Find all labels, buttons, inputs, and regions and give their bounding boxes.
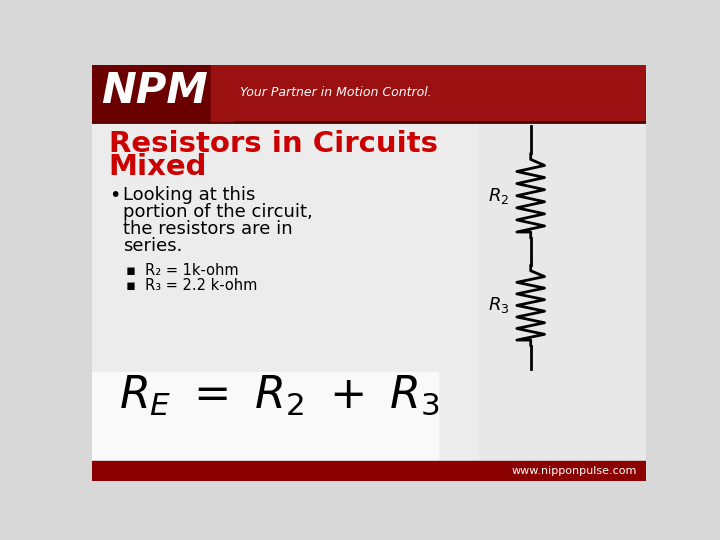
Text: Mixed: Mixed [109, 153, 207, 181]
Text: •: • [109, 186, 120, 205]
Text: Looking at this: Looking at this [122, 186, 255, 204]
Text: portion of the circuit,: portion of the circuit, [122, 202, 312, 221]
Bar [92, 121, 477, 461]
Text: $R_2$: $R_2$ [488, 186, 509, 206]
Text: www.nipponpulse.com: www.nipponpulse.com [512, 465, 637, 476]
Polygon shape [211, 65, 234, 121]
Polygon shape [211, 65, 234, 121]
Text: $R_3$: $R_3$ [487, 295, 509, 315]
Bar [92, 372, 438, 461]
Text: Resistors in Circuits: Resistors in Circuits [109, 130, 438, 158]
Text: $\mathit{R}_\mathit{E}\ =\ \mathit{R}_\mathit{2}\ +\ \mathit{R}_\mathit{3}$: $\mathit{R}_\mathit{E}\ =\ \mathit{R}_\m… [119, 373, 440, 417]
Text: ▪  R₂ = 1k-ohm: ▪ R₂ = 1k-ohm [127, 262, 239, 278]
Text: series.: series. [122, 237, 182, 254]
Bar [92, 65, 219, 121]
Bar [92, 65, 647, 121]
Text: NPM: NPM [101, 70, 208, 112]
Bar [92, 461, 647, 481]
Bar [92, 121, 647, 461]
Text: Your Partner in Motion Control.: Your Partner in Motion Control. [240, 86, 431, 99]
Text: the resistors are in: the resistors are in [122, 220, 292, 238]
Text: ▪  R₃ = 2.2 k-ohm: ▪ R₃ = 2.2 k-ohm [127, 278, 258, 293]
